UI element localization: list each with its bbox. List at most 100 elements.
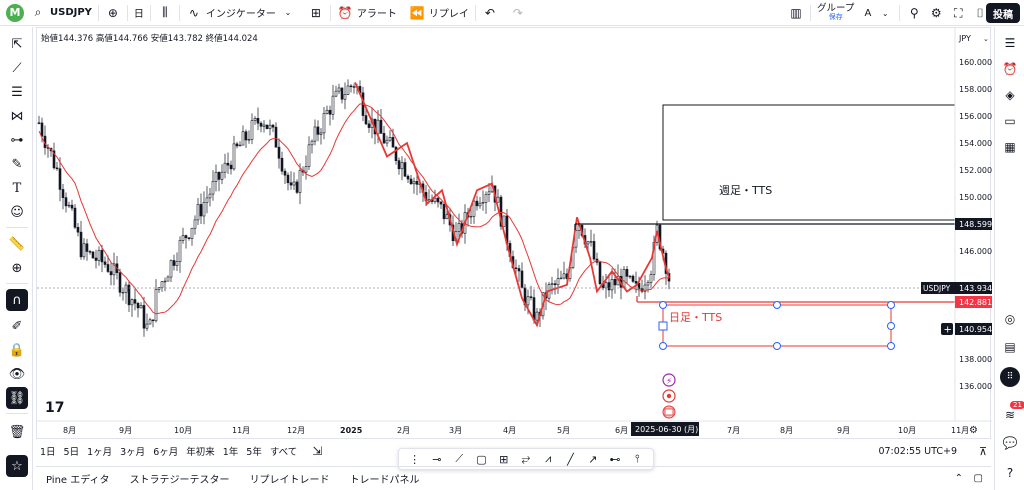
favorites-tool[interactable]: ☆	[6, 455, 28, 477]
remove-tool[interactable]: 🗑	[6, 421, 28, 443]
notifications-button[interactable]: ≋	[1000, 405, 1020, 425]
sync-tool[interactable]: ⛓	[6, 387, 28, 409]
add-alert-button[interactable]	[941, 323, 953, 335]
resize-handle[interactable]	[659, 301, 667, 309]
chart-canvas[interactable]: 週足・TTS 日足・TTS ⚡ 17 160.000 158.000 156.000…	[37, 28, 992, 440]
fullscreen-collapse-icon[interactable]: ⊼	[978, 444, 987, 458]
candle-body	[79, 231, 83, 258]
watchlist-button[interactable]: ☰	[1000, 33, 1020, 53]
resize-handle[interactable]	[659, 342, 667, 350]
pine-button[interactable]: ▤	[1000, 337, 1020, 357]
vline-icon[interactable]: ⫯	[634, 452, 640, 465]
undo-button[interactable]: ↶	[476, 0, 504, 26]
selection-handles[interactable]	[658, 301, 895, 350]
range-button[interactable]: すべて	[269, 447, 298, 458]
stay-drawing-tool[interactable]: ✐	[6, 315, 28, 337]
target-button[interactable]: ◎	[1000, 309, 1020, 329]
emoji-tool[interactable]: ☺	[6, 201, 28, 223]
publish-button[interactable]: 投稿	[986, 3, 1020, 23]
arrow-line-icon[interactable]: ↗	[588, 452, 598, 466]
replay-button[interactable]: ⏪ リプレイ	[403, 0, 475, 26]
maximize-icon[interactable]: ▢	[973, 473, 983, 484]
clock-timezone[interactable]: 07:02:55 UTC+9	[878, 445, 957, 457]
resize-handle[interactable]	[887, 342, 895, 350]
zoom-tool[interactable]: ⊕	[6, 257, 28, 279]
group-save-button[interactable]: グループ 保存	[817, 4, 854, 22]
indicators-button[interactable]: ∿ インジケーター ⌄	[180, 0, 302, 26]
text-tool[interactable]: T	[6, 177, 28, 199]
quick-search-icon[interactable]: ⚲	[909, 6, 919, 20]
chart-type-button[interactable]: ⫼	[151, 0, 179, 26]
panel-tab[interactable]: トレードパネル	[349, 475, 420, 486]
measure-tool[interactable]: 📏	[6, 233, 28, 255]
path-icon[interactable]: ⥂	[521, 452, 531, 465]
brush-tool[interactable]: ✎	[6, 153, 28, 175]
crosshair-box-icon[interactable]: ⊞	[499, 452, 509, 466]
profile-avatar[interactable]: M	[6, 3, 24, 22]
line-icon[interactable]: ╱	[567, 452, 574, 466]
prediction-tool[interactable]: ⊶	[6, 129, 28, 151]
horizontal-ray-icon[interactable]: ⊸	[432, 452, 442, 466]
templates-button[interactable]: ⊞	[302, 0, 330, 26]
help-button[interactable]: ?	[1000, 463, 1020, 483]
resize-handle[interactable]	[773, 301, 781, 309]
trendline-icon[interactable]: ⟋	[455, 452, 464, 465]
resize-handle[interactable]	[887, 301, 895, 309]
calendar-button[interactable]: ▦	[1000, 137, 1020, 157]
range-button[interactable]: 1ヶ月	[87, 447, 113, 458]
resize-handle[interactable]	[773, 342, 781, 350]
rectangle-icon[interactable]: ▢	[476, 452, 487, 466]
drag-handle-icon[interactable]: ⋮	[409, 452, 421, 466]
cursor-tool[interactable]: ⇱	[6, 33, 28, 55]
candle-body	[235, 143, 239, 147]
range-bar: 1日 5日 1ヶ月 3ヶ月 6ヶ月 年初来 1年 5年 すべて ⇲ 07:02:55 UTC+9…	[36, 440, 991, 462]
fib-tool[interactable]: ☰	[6, 81, 28, 103]
panel-tab[interactable]: Pine エディタ	[46, 475, 110, 486]
alert-button[interactable]: ⏰ アラート	[331, 0, 403, 26]
compare-button[interactable]: ⊕	[99, 0, 127, 26]
time-axis[interactable]: 8月 9月 10月 11月 12月 2025 2月 3月 4月 5月 6月 7月 8月 9月 10月 11月	[63, 426, 969, 435]
trendline-tool[interactable]: ⟋	[6, 57, 28, 79]
resize-handle[interactable]	[887, 322, 895, 330]
resize-handle[interactable]	[658, 321, 668, 331]
data-window-button[interactable]: ◈	[1000, 85, 1020, 105]
apps-button[interactable]: ⠿	[1000, 367, 1020, 387]
axis-settings-icon[interactable]: ⚙	[969, 425, 978, 436]
candle-body	[253, 118, 257, 121]
group-letter[interactable]: A	[864, 7, 872, 19]
range-button[interactable]: 3ヶ月	[120, 447, 146, 458]
settings-gear-icon[interactable]: ⚙	[930, 6, 942, 20]
weekly-tts-box[interactable]	[662, 104, 956, 221]
interval-button[interactable]: 日	[133, 9, 144, 20]
chevron-down-icon[interactable]: ⌄	[881, 8, 889, 18]
pattern-tool[interactable]: ⋈	[6, 105, 28, 127]
chart-pane[interactable]: 始値144.376 高値144.766 安値143.782 終値144.024 …	[36, 27, 992, 440]
redo-button[interactable]: ↷	[504, 0, 532, 26]
camera-icon[interactable]: ⌷	[976, 5, 984, 20]
magnet-tool[interactable]: ∩	[6, 289, 28, 311]
currency-label[interactable]: JPY	[958, 34, 971, 43]
chat-button[interactable]: 💬	[1000, 433, 1020, 453]
panel-tab[interactable]: ストラテジーテスター	[129, 475, 230, 486]
layout-icon[interactable]: ▥	[790, 6, 802, 20]
hline-icon[interactable]: ⊷	[609, 452, 621, 466]
range-button[interactable]: 1日	[40, 447, 56, 458]
polyline-icon[interactable]: ⩘	[545, 452, 552, 465]
lock-tool[interactable]: 🔒	[6, 339, 28, 361]
alerts-panel-button[interactable]: ⏰	[1000, 59, 1020, 79]
range-button[interactable]: 5年	[246, 447, 262, 458]
symbol-search-button[interactable]: ⌕ USDJPY	[24, 0, 98, 26]
range-button[interactable]: 年初来	[186, 447, 215, 458]
candle-body	[598, 262, 602, 285]
chevron-up-icon[interactable]: ⌃	[954, 473, 963, 484]
candle-body	[325, 109, 329, 114]
hide-tool[interactable]: 👁	[6, 363, 28, 385]
panel-tab[interactable]: リプレイトレード	[249, 475, 330, 486]
range-button[interactable]: 6ヶ月	[153, 447, 179, 458]
date-range-icon[interactable]: ⇲	[312, 444, 323, 458]
event-marker-lightning[interactable]	[662, 373, 676, 387]
notes-button[interactable]: ▭	[1000, 111, 1020, 131]
range-button[interactable]: 1年	[222, 447, 239, 458]
range-button[interactable]: 5日	[63, 447, 80, 458]
fullscreen-icon[interactable]: ⛶	[954, 5, 963, 20]
